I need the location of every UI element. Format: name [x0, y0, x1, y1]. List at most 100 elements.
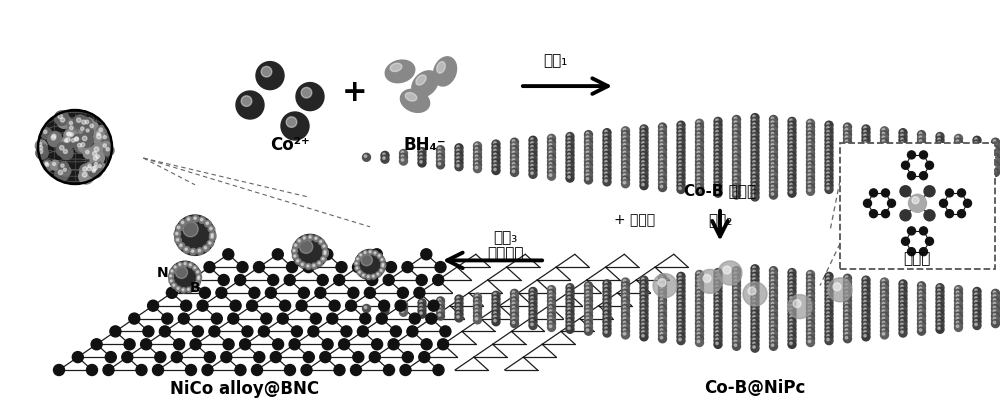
Circle shape — [924, 186, 935, 197]
Circle shape — [659, 123, 666, 131]
Circle shape — [494, 300, 496, 303]
Circle shape — [770, 320, 777, 328]
Circle shape — [69, 121, 73, 125]
Circle shape — [75, 137, 79, 141]
Circle shape — [173, 284, 175, 286]
Circle shape — [788, 181, 796, 189]
Circle shape — [788, 318, 796, 326]
Circle shape — [714, 318, 722, 326]
Circle shape — [585, 150, 592, 158]
Circle shape — [807, 165, 814, 173]
Circle shape — [494, 149, 496, 152]
Circle shape — [743, 282, 767, 306]
Circle shape — [642, 293, 644, 295]
Circle shape — [455, 144, 463, 152]
Circle shape — [936, 144, 944, 152]
Circle shape — [659, 304, 666, 312]
Circle shape — [864, 293, 866, 295]
Circle shape — [807, 304, 814, 312]
Circle shape — [660, 336, 663, 339]
Circle shape — [862, 295, 870, 303]
Circle shape — [733, 150, 740, 158]
Circle shape — [677, 178, 685, 186]
Circle shape — [494, 297, 496, 299]
Circle shape — [697, 318, 700, 320]
Circle shape — [696, 131, 703, 139]
Circle shape — [511, 301, 518, 309]
Circle shape — [390, 326, 401, 337]
Circle shape — [918, 323, 925, 331]
Circle shape — [623, 132, 626, 135]
Circle shape — [605, 172, 607, 174]
Circle shape — [531, 164, 533, 167]
Circle shape — [363, 251, 368, 255]
Circle shape — [770, 191, 777, 199]
Circle shape — [973, 148, 981, 156]
Circle shape — [901, 319, 903, 322]
Circle shape — [364, 287, 375, 298]
Circle shape — [660, 166, 663, 169]
Circle shape — [992, 146, 999, 154]
Circle shape — [733, 278, 740, 286]
Circle shape — [603, 163, 611, 171]
Circle shape — [82, 120, 86, 124]
Circle shape — [771, 140, 774, 142]
Circle shape — [603, 307, 611, 314]
Circle shape — [770, 270, 777, 278]
Circle shape — [511, 165, 518, 173]
Circle shape — [190, 248, 196, 255]
Circle shape — [918, 282, 925, 290]
Circle shape — [808, 155, 811, 158]
Circle shape — [770, 187, 777, 195]
Circle shape — [790, 293, 792, 295]
Circle shape — [807, 138, 814, 146]
Circle shape — [901, 172, 903, 174]
Circle shape — [68, 131, 78, 141]
Circle shape — [585, 323, 592, 331]
Circle shape — [186, 216, 192, 223]
Circle shape — [280, 300, 291, 311]
Circle shape — [400, 304, 407, 312]
Circle shape — [605, 281, 607, 284]
Circle shape — [790, 172, 792, 174]
Circle shape — [623, 170, 626, 173]
Circle shape — [640, 284, 648, 292]
Circle shape — [919, 284, 922, 286]
Circle shape — [733, 157, 740, 165]
Circle shape — [714, 280, 722, 288]
Circle shape — [492, 144, 500, 152]
Circle shape — [788, 136, 796, 144]
Circle shape — [716, 274, 718, 276]
Circle shape — [640, 314, 648, 322]
Circle shape — [437, 301, 444, 309]
Circle shape — [936, 322, 944, 329]
Circle shape — [301, 365, 312, 375]
Circle shape — [825, 295, 833, 303]
Circle shape — [790, 145, 792, 148]
Circle shape — [751, 295, 759, 303]
Circle shape — [87, 166, 91, 171]
Circle shape — [918, 157, 925, 165]
Circle shape — [844, 146, 851, 154]
Circle shape — [603, 136, 611, 144]
Circle shape — [808, 340, 811, 343]
Circle shape — [862, 133, 870, 141]
Circle shape — [936, 318, 944, 326]
Circle shape — [660, 147, 663, 150]
Circle shape — [623, 291, 626, 294]
Circle shape — [844, 184, 851, 192]
Circle shape — [400, 301, 407, 309]
Circle shape — [51, 135, 56, 140]
Circle shape — [862, 322, 870, 329]
Circle shape — [175, 215, 215, 255]
Circle shape — [956, 166, 959, 169]
Circle shape — [899, 280, 907, 288]
Circle shape — [659, 172, 666, 180]
Circle shape — [623, 329, 626, 331]
Circle shape — [437, 161, 444, 169]
Circle shape — [714, 152, 722, 160]
Circle shape — [428, 300, 439, 311]
Circle shape — [660, 178, 663, 180]
Circle shape — [788, 291, 796, 299]
Circle shape — [882, 174, 885, 176]
